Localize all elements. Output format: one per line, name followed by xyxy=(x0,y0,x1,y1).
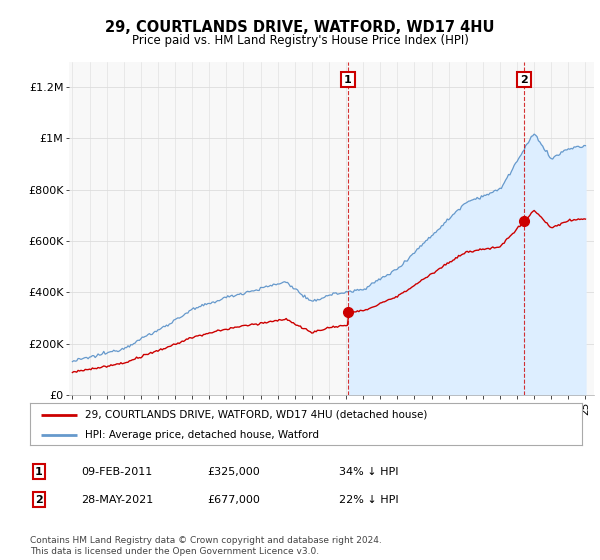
Text: Price paid vs. HM Land Registry's House Price Index (HPI): Price paid vs. HM Land Registry's House … xyxy=(131,34,469,46)
Text: 09-FEB-2011: 09-FEB-2011 xyxy=(81,466,152,477)
Text: 1: 1 xyxy=(344,74,352,85)
Text: 2: 2 xyxy=(35,494,43,505)
Text: 29, COURTLANDS DRIVE, WATFORD, WD17 4HU: 29, COURTLANDS DRIVE, WATFORD, WD17 4HU xyxy=(105,20,495,35)
Text: 22% ↓ HPI: 22% ↓ HPI xyxy=(339,494,398,505)
Text: £677,000: £677,000 xyxy=(207,494,260,505)
Text: 2: 2 xyxy=(520,74,528,85)
Text: HPI: Average price, detached house, Watford: HPI: Average price, detached house, Watf… xyxy=(85,430,319,440)
Text: 28-MAY-2021: 28-MAY-2021 xyxy=(81,494,153,505)
Text: 29, COURTLANDS DRIVE, WATFORD, WD17 4HU (detached house): 29, COURTLANDS DRIVE, WATFORD, WD17 4HU … xyxy=(85,410,428,420)
Text: 34% ↓ HPI: 34% ↓ HPI xyxy=(339,466,398,477)
Text: 1: 1 xyxy=(35,466,43,477)
Text: Contains HM Land Registry data © Crown copyright and database right 2024.
This d: Contains HM Land Registry data © Crown c… xyxy=(30,536,382,556)
Text: £325,000: £325,000 xyxy=(207,466,260,477)
